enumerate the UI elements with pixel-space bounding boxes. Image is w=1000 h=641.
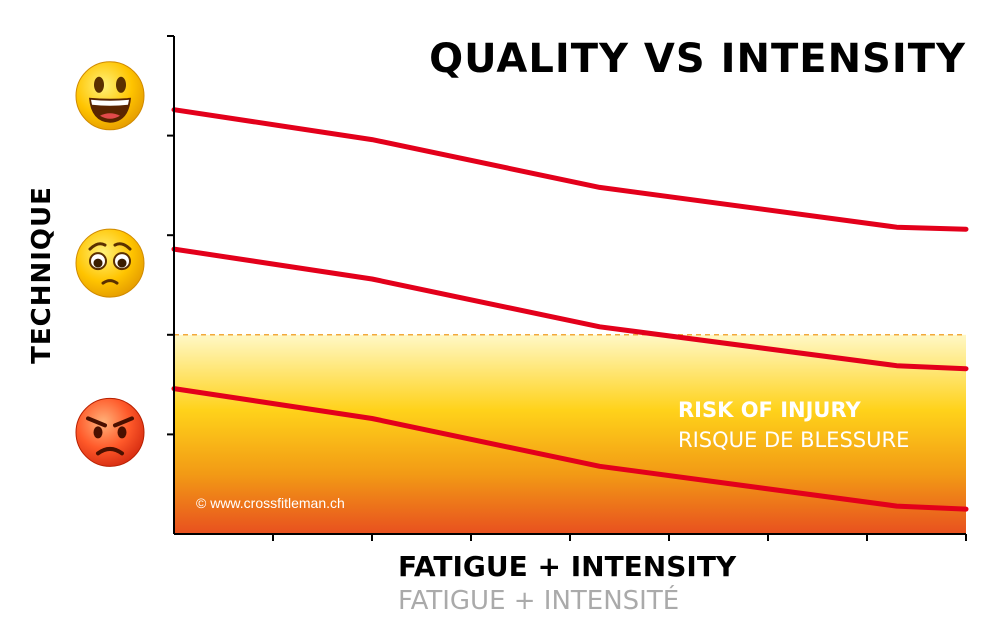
y-axis-label: TECHNIQUE: [27, 186, 57, 364]
series-line-1: [171, 107, 969, 232]
x-ticks: [272, 534, 967, 541]
angry-face-icon: [75, 397, 145, 467]
x-axis-label-french: FATIGUE + INTENSITÉ: [398, 586, 680, 616]
series-line-3: [171, 386, 969, 512]
series-layer: [171, 107, 969, 512]
risk-zone: [174, 334, 966, 534]
chart-title: QUALITY VS INTENSITY: [429, 36, 966, 82]
risk-zone-label-french: RISQUE DE BLESSURE: [678, 428, 910, 452]
series-line-2: [171, 246, 969, 372]
happy-face-icon: [75, 61, 145, 131]
worried-face-icon: [75, 228, 145, 298]
x-axis-label: FATIGUE + INTENSITY: [398, 550, 737, 583]
credit-text: © www.crossfitleman.ch: [196, 495, 345, 511]
y-ticks: [167, 35, 174, 436]
risk-zone-label: RISK OF INJURY: [678, 398, 861, 422]
